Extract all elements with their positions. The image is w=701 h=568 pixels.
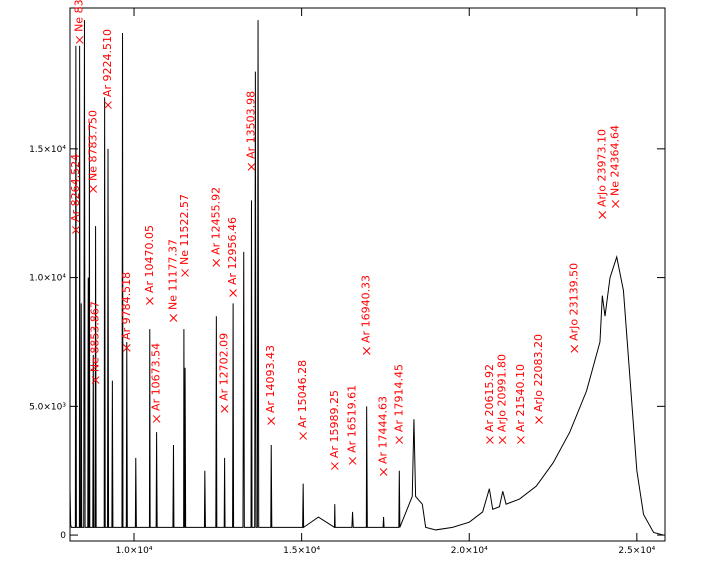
line-label: ArJo 23973.10	[595, 129, 608, 207]
marker-stroke	[517, 436, 525, 444]
line-marker	[267, 417, 276, 425]
line-label: Ar 15046.28	[296, 360, 309, 428]
marker-stroke	[229, 289, 237, 297]
x-tick-label: 1.0×10⁴	[116, 546, 153, 556]
line-label: Ar 17444.63	[377, 396, 390, 464]
spectrum-line	[70, 20, 664, 536]
line-label: ArJo 20991.80	[495, 354, 508, 432]
line-label: Ar 10470.05	[143, 225, 156, 293]
line-label: Ar 21540.10	[514, 364, 527, 432]
line-marker	[362, 347, 371, 355]
marker-stroke	[220, 405, 229, 413]
line-label: ArJo 22083.20	[532, 334, 545, 412]
line-marker	[247, 163, 256, 171]
line-marker	[299, 432, 308, 440]
marker-stroke	[611, 200, 620, 208]
line-label: Ne 8783.750	[86, 110, 99, 181]
marker-stroke	[181, 269, 189, 277]
line-marker	[611, 200, 620, 208]
x-tick-label: 2.5×10⁴	[618, 546, 655, 556]
marker-stroke	[379, 468, 388, 476]
marker-stroke	[247, 163, 256, 171]
y-tick-label: 1.5×10⁴	[29, 145, 66, 155]
line-label: Ar 9784.518	[120, 272, 133, 340]
x-tick-label: 1.5×10⁴	[283, 546, 320, 556]
line-marker	[348, 457, 357, 465]
line-label: Ar 16940.33	[360, 275, 373, 343]
marker-stroke	[330, 462, 339, 470]
marker-stroke	[169, 314, 178, 322]
line-label: Ar 17914.45	[392, 364, 405, 432]
line-marker	[212, 259, 221, 267]
line-marker	[89, 185, 98, 193]
line-label: Ne 24364.64	[609, 125, 622, 196]
line-label: Ar 12956.46	[226, 217, 239, 285]
line-marker	[145, 297, 154, 305]
line-label: Ar 9224.510	[101, 29, 114, 97]
marker-stroke	[91, 376, 100, 384]
line-marker	[570, 345, 579, 353]
line-marker	[598, 211, 607, 219]
line-marker	[152, 415, 161, 423]
line-marker	[395, 436, 404, 444]
marker-stroke	[267, 417, 276, 425]
line-label: Ar 15989.25	[328, 390, 341, 458]
y-tick-label: 5.0×10³	[29, 402, 66, 412]
line-marker	[91, 376, 100, 384]
marker-stroke	[212, 259, 221, 267]
line-marker	[535, 416, 543, 424]
line-marker	[75, 36, 84, 44]
line-label: Ne 8853.867	[89, 301, 102, 372]
marker-stroke	[362, 347, 371, 355]
marker-stroke	[299, 432, 308, 440]
line-label: Ar 14093.43	[264, 345, 277, 413]
marker-stroke	[145, 297, 154, 305]
line-label: Ne 11177.37	[166, 239, 179, 310]
marker-stroke	[122, 344, 131, 352]
marker-stroke	[535, 416, 543, 424]
marker-stroke	[570, 345, 579, 353]
line-marker	[498, 436, 507, 444]
marker-stroke	[598, 211, 607, 219]
line-label: ArJo 23139.50	[567, 263, 580, 341]
marker-stroke	[348, 457, 357, 465]
line-label: Ne 11522.57	[178, 194, 191, 265]
marker-stroke	[395, 436, 404, 444]
line-marker	[104, 101, 112, 109]
marker-stroke	[498, 436, 507, 444]
line-label: Ar 16519.61	[346, 385, 359, 453]
marker-stroke	[486, 436, 494, 444]
line-label: Ar 10673.54	[150, 343, 163, 411]
line-marker	[71, 226, 80, 234]
line-label: Ar 12455.92	[209, 187, 222, 255]
line-label: Ar 13503.98	[244, 91, 257, 159]
line-marker	[229, 289, 237, 297]
line-marker	[169, 314, 178, 322]
line-label: Ar 8264.524	[69, 154, 82, 222]
line-marker	[486, 436, 494, 444]
plot-frame	[69, 7, 666, 542]
marker-stroke	[104, 101, 112, 109]
line-label: Ne 8377.606	[73, 0, 86, 32]
line-marker	[122, 344, 131, 352]
marker-stroke	[89, 185, 98, 193]
marker-stroke	[71, 226, 80, 234]
marker-stroke	[152, 415, 161, 423]
marker-stroke	[75, 36, 84, 44]
line-marker	[379, 468, 388, 476]
line-marker	[330, 462, 339, 470]
x-tick-label: 2.0×10⁴	[451, 546, 488, 556]
y-tick-label: 0	[60, 531, 66, 541]
line-marker	[181, 269, 189, 277]
y-tick-label: 1.0×10⁴	[29, 274, 66, 284]
plot-area	[70, 20, 664, 536]
line-label: Ar 20615.92	[483, 364, 496, 432]
line-marker	[220, 405, 229, 413]
line-label: Ar 12702.09	[218, 333, 231, 401]
line-marker	[517, 436, 525, 444]
